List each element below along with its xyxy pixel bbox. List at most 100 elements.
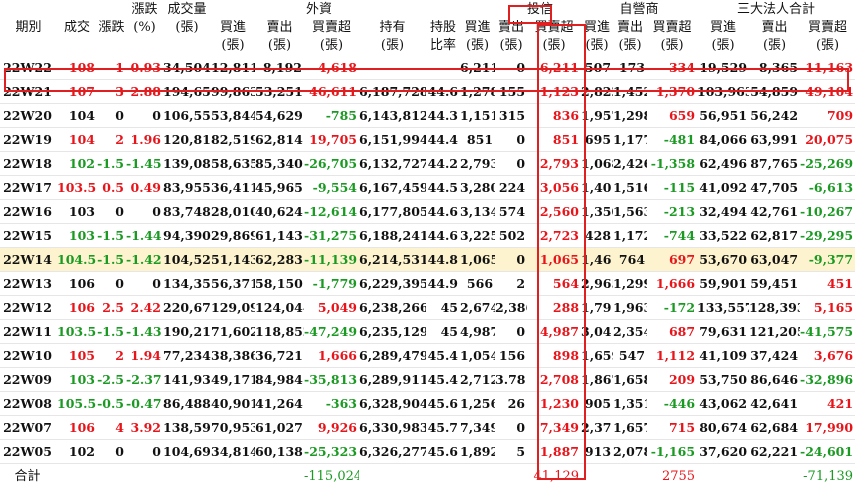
cell-change-pct: 0.93 [126,56,163,80]
cell-change: -2.5 [97,368,126,392]
header-dealer: 自營商 [581,0,697,20]
cell-foreign-net: 4,618 [304,56,359,80]
cell-dealer-buy: 507 [581,56,613,80]
cell-foreign-sell: 61,143 [255,224,304,248]
cell-trust-sell: 0 [495,152,527,176]
cell-inst-sell: 62,817 [749,224,800,248]
cell-trust-buy: 1,151 [460,104,495,128]
cell-change-pct: 0 [126,200,163,224]
cell-dealer-net: 697 [647,248,697,272]
cell-volume: 104,698 [163,440,211,464]
cell-volume: 83,748 [163,200,211,224]
header-unit: (張) [800,36,855,56]
cell-change-pct: 2.42 [126,296,163,320]
cell-trust-buy: 3,280 [460,176,495,200]
cell-change: -1.5 [97,152,126,176]
cell-inst-sell: 47,705 [749,176,800,200]
cell-foreign-net: -35,813 [304,368,359,392]
cell-foreign-sell: 45,965 [255,176,304,200]
cell-dealer-buy: 3,041 [581,320,613,344]
cell-change-pct: 3.92 [126,416,163,440]
cell-trust-net: 4,987 [527,320,581,344]
cell-volume: 190,217 [163,320,211,344]
cell-holding-pct: 45.4 [426,368,460,392]
cell-holding-pct: 44.6 [426,224,460,248]
cell-foreign-buy: 129,093 [211,296,255,320]
cell-holding: 6,177,805 [359,200,426,224]
cell-period: 22W15 [0,224,57,248]
cell-holding: 6,330,983 [359,416,426,440]
cell-inst-buy: 133,557 [697,296,749,320]
cell-period: 22W13 [0,272,57,296]
cell-change-pct: -2.37 [126,368,163,392]
cell-change: 1 [97,56,126,80]
cell-volume: 77,234 [163,344,211,368]
cell-trust-net: 2,560 [527,200,581,224]
cell-close: 104 [57,128,97,152]
cell-trust-sell: 0 [495,56,527,80]
header-dealer-net: 買賣超 [647,20,697,36]
cell-dealer-sell: 1,563 [613,200,647,224]
cell-volume: 139,085 [163,152,211,176]
cell-trust-sell: 574 [495,200,527,224]
header-holding-pct-b: 比率 [426,36,460,56]
cell-inst-sell: 62,221 [749,440,800,464]
cell-inst-net: 3,676 [800,344,855,368]
cell-holding: 6,289,479 [359,344,426,368]
cell-trust-net: 836 [527,104,581,128]
cell-volume: 83,955 [163,176,211,200]
cell-dealer-sell: 1,172 [613,224,647,248]
cell-holding: 6,187,728 [359,80,426,104]
cell-inst-sell: 87,765 [749,152,800,176]
cell-trust-sell: 26 [495,392,527,416]
cell-inst-net: -10,267 [800,200,855,224]
cell-dealer-buy: 1,350 [581,200,613,224]
cell-foreign-net: -26,705 [304,152,359,176]
total-label: 合計 [0,464,57,489]
cell-dealer-sell: 1,298 [613,104,647,128]
cell-dealer-net: -1,358 [647,152,697,176]
header-unit: (張) [647,36,697,56]
header-dealer-sell: 賣出 [613,20,647,36]
cell-dealer-sell: 2,354 [613,320,647,344]
cell-close: 104.5 [57,248,97,272]
cell-dealer-sell: 1,657 [613,416,647,440]
cell-inst-net: 20,075 [800,128,855,152]
cell-trust-sell: 2 [495,272,527,296]
cell-inst-net: -24,601 [800,440,855,464]
table-row: 22W0510200104,69834,81460,138-25,3236,32… [0,440,855,464]
header-unit: (張) [527,36,581,56]
cell-volume: 220,672 [163,296,211,320]
cell-close: 106 [57,296,97,320]
header-foreign-buy: 買進 [211,20,255,36]
cell-foreign-buy: 40,901 [211,392,255,416]
cell-inst-sell: 62,684 [749,416,800,440]
cell-holding: 6,167,459 [359,176,426,200]
header-row-2: 期別 成交 漲跌 (%) (張) 買進 賣出 買賣超 持有 持股 買進 賣出 買… [0,20,855,36]
cell-foreign-net: 5,049 [304,296,359,320]
cell-close: 105.5 [57,392,97,416]
cell-trust-sell: 502 [495,224,527,248]
cell-change-pct: 1.94 [126,344,163,368]
cell-trust-buy: 2,793 [460,152,495,176]
table-row: 22W14104.5-1.5-1.42104,52651,14362,283-1… [0,248,855,272]
header-inst-buy: 買進 [697,20,749,36]
cell-close: 102 [57,152,97,176]
cell-change: 3 [97,80,126,104]
cell-foreign-buy: 53,844 [211,104,255,128]
cell-dealer-net: 715 [647,416,697,440]
cell-holding: 6,238,266 [359,296,426,320]
cell-dealer-sell: 764 [613,248,647,272]
header-change-pct: 漲跌 [126,0,163,20]
cell-dealer-buy: 1,401 [581,176,613,200]
cell-foreign-sell: 62,814 [255,128,304,152]
cell-inst-net: 11,163 [800,56,855,80]
header-unit: (張) [304,36,359,56]
cell-foreign-buy: 38,386 [211,344,255,368]
total-trust-net: 41,129 [527,464,581,489]
cell-period: 22W14 [0,248,57,272]
cell-dealer-net: 209 [647,368,697,392]
cell-inst-net: -6,613 [800,176,855,200]
